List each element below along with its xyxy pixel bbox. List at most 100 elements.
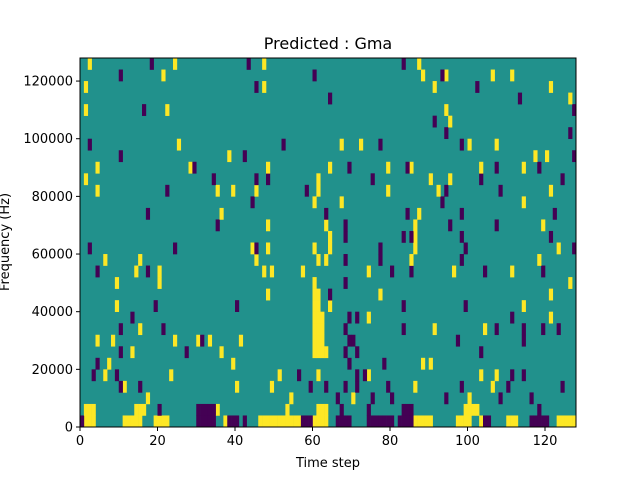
heatmap-cell-high <box>413 380 418 393</box>
heatmap-cell-low <box>537 403 542 416</box>
heatmap-cell-high <box>537 254 542 266</box>
heatmap-cell-high <box>409 161 414 174</box>
heatmap-cell-low <box>521 334 526 347</box>
heatmap-cell-low <box>378 138 383 151</box>
heatmap-cell-low <box>118 380 123 393</box>
heatmap-cell-high <box>95 334 100 347</box>
heatmap-cell-high <box>448 115 453 128</box>
heatmap-cell-high <box>223 415 228 428</box>
heatmap-cell-low <box>118 150 123 163</box>
heatmap-cell-high <box>521 161 526 174</box>
heatmap-cell-high <box>444 104 449 116</box>
heatmap-cell-low <box>401 230 406 243</box>
heatmap-cell-high <box>463 415 468 428</box>
x-tick-label: 60 <box>304 434 321 449</box>
heatmap-cell-high <box>320 346 325 359</box>
heatmap-cell-high <box>312 242 317 255</box>
heatmap-cell-high <box>413 230 418 243</box>
heatmap-cell-high <box>277 369 282 382</box>
heatmap-cell-high <box>316 288 321 301</box>
heatmap-cell-high <box>316 173 321 186</box>
heatmap-cell-low <box>541 265 546 278</box>
heatmap-cell-high <box>161 415 166 428</box>
heatmap-cell-high <box>316 415 321 428</box>
heatmap-cell-high <box>316 346 321 359</box>
heatmap-cell-low <box>231 415 236 428</box>
heatmap-cell-high <box>494 138 499 151</box>
heatmap-cell-high <box>157 415 162 428</box>
heatmap-cell-low <box>250 196 255 209</box>
heatmap-cell-high <box>215 184 220 197</box>
heatmap-cell-high <box>169 369 174 382</box>
heatmap-cell-high <box>188 161 193 174</box>
heatmap-cell-high <box>490 380 495 393</box>
y-axis: 0 20000 40000 60000 80000 100000 120000 <box>23 75 80 436</box>
heatmap-cell-low <box>211 415 216 428</box>
heatmap-cell-low <box>328 288 333 301</box>
heatmap-cell-high <box>250 242 255 255</box>
heatmap-cell-low <box>521 369 526 382</box>
heatmap-cell-high <box>556 415 561 428</box>
heatmap-cell-high <box>293 415 298 428</box>
heatmap-cell-high <box>87 58 92 70</box>
heatmap-cell-high <box>320 323 325 336</box>
heatmap-cell-low <box>254 242 259 255</box>
heatmap-cell-high <box>138 415 143 428</box>
heatmap-cell-low <box>312 69 317 82</box>
heatmap-cell-low <box>409 265 414 278</box>
heatmap-cell-high <box>176 138 182 151</box>
heatmap-cell-high <box>316 311 321 324</box>
heatmap-cell-high <box>510 415 515 428</box>
heatmap-cell-low <box>304 415 309 428</box>
heatmap-cell-high <box>87 415 92 428</box>
heatmap-cell-low <box>401 415 406 428</box>
heatmap-cell-low <box>343 380 348 393</box>
heatmap-cell-low <box>517 92 523 105</box>
heatmap-cell-high <box>138 323 143 336</box>
heatmap-cell-low <box>552 207 557 220</box>
heatmap-cell-high <box>312 415 317 428</box>
heatmap-cell-low <box>118 346 123 359</box>
heatmap-cell-high <box>428 357 433 370</box>
heatmap-cell-low <box>459 230 464 243</box>
heatmap-cell-high <box>277 415 282 428</box>
heatmap-cell-high <box>173 334 178 347</box>
heatmap-cell-low <box>401 323 406 336</box>
heatmap-cell-low <box>572 150 577 163</box>
heatmap-cell-low <box>444 392 449 405</box>
heatmap-cell-high <box>312 346 317 359</box>
heatmap-cell-high <box>285 415 290 428</box>
heatmap-cell-high <box>428 173 433 186</box>
heatmap-cell-low <box>161 323 166 336</box>
heatmap-cell-high <box>312 277 317 289</box>
heatmap-cell-low <box>95 265 100 278</box>
heatmap-cell-high <box>545 150 550 163</box>
heatmap-cell-low <box>347 415 352 428</box>
heatmap-cell-high <box>111 334 116 347</box>
heatmap-cell-low <box>378 415 383 428</box>
heatmap-cell-low <box>378 242 383 255</box>
heatmap-cell-low <box>541 323 546 336</box>
heatmap-cell-low <box>227 415 232 428</box>
heatmap-cell-high <box>463 403 468 416</box>
heatmap-cell-high <box>471 403 476 416</box>
heatmap-cell-high <box>428 415 433 428</box>
heatmap-cell-high <box>83 81 89 93</box>
heatmap-cell-high <box>514 415 519 428</box>
heatmap-cell-low <box>397 415 402 428</box>
heatmap-cell-high <box>521 196 526 209</box>
heatmap-cell-high <box>300 265 306 278</box>
heatmap-cell-high <box>91 403 96 416</box>
heatmap-cell-low <box>192 161 197 174</box>
heatmap-cell-high <box>312 300 317 312</box>
heatmap-cell-low <box>204 403 209 416</box>
heatmap-cell-low <box>479 173 484 186</box>
heatmap-cell-high <box>269 380 275 393</box>
heatmap-cell-high <box>95 184 100 197</box>
heatmap-cell-low <box>506 380 511 393</box>
x-tick-label: 40 <box>227 434 244 449</box>
y-tick-label: 80000 <box>32 190 73 205</box>
heatmap-cell-low <box>324 380 329 393</box>
heatmap-cell-low <box>405 207 410 220</box>
